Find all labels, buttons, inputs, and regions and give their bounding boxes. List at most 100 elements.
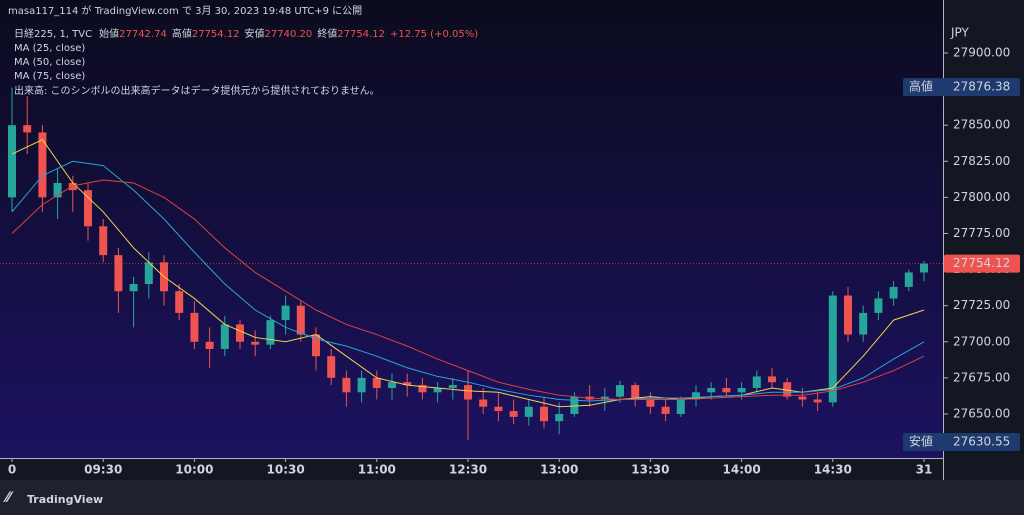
x-tick-label: 14:00 [723, 463, 761, 477]
ohlc-value: 27742.74 [119, 29, 167, 40]
y-tick-label: 27725.00 [953, 298, 1010, 312]
candle-body [99, 226, 108, 256]
candle-body [555, 413, 564, 422]
candle-body [312, 334, 321, 357]
candle-body [190, 312, 199, 342]
legend-entry: MA (25, close) [14, 43, 85, 54]
x-tick-label: 0 [8, 463, 16, 477]
candle-body [646, 399, 655, 407]
price-marker-name: 高値 [909, 79, 933, 94]
symbol: 日経225, 1, TVC [14, 27, 92, 40]
candle-body [251, 341, 260, 345]
candle-body [342, 377, 351, 393]
logo-icon: ⁄⁄ [3, 490, 14, 506]
last-price-tag [944, 254, 1020, 273]
candle-body [129, 284, 138, 292]
legend-entry: MA (50, close) [14, 57, 85, 68]
y-tick-label: 27850.00 [953, 118, 1010, 132]
candle-body [372, 377, 381, 388]
y-tick-label: 27900.00 [953, 45, 1010, 59]
candle-body [236, 324, 245, 342]
candle-body [616, 385, 625, 397]
candle-body [904, 272, 913, 287]
price-marker-value: 27876.38 [953, 80, 1010, 94]
time-axis [0, 458, 943, 480]
last-price-label: 27754.12 [953, 256, 1010, 270]
y-tick-label: 27825.00 [953, 154, 1010, 168]
plot [8, 87, 929, 440]
ohlc-name: 終値 [317, 27, 337, 40]
price-marker-tag [903, 78, 1020, 97]
legend-entry: MA (75, close) [14, 71, 85, 82]
x-tick-label: 13:30 [631, 463, 669, 477]
candle-body [448, 385, 457, 388]
ma-line [11, 160, 925, 402]
candle-body [53, 182, 62, 198]
candle-body [828, 295, 837, 403]
candle-body [661, 406, 670, 414]
candle-body [540, 406, 549, 422]
plot-background [0, 0, 943, 458]
candle-body [692, 392, 701, 400]
candle-body [676, 399, 685, 414]
ohlc-name: 高値 [172, 27, 192, 40]
candle-body [479, 399, 488, 407]
x-tick-label: 14:30 [814, 463, 852, 477]
candle-body [357, 377, 366, 393]
candle-body [84, 190, 93, 227]
ohlc-value: 27754.12 [192, 29, 240, 40]
y-tick-label: 27675.00 [953, 370, 1010, 384]
x-tick-label: 10:00 [175, 463, 213, 477]
y-tick-label: 27800.00 [953, 190, 1010, 204]
candle-body [175, 291, 184, 313]
brand: TradingView [27, 493, 103, 506]
x-tick-label: 10:30 [267, 463, 305, 477]
candle-body [889, 286, 898, 299]
candle-body [296, 305, 305, 335]
candle-body [327, 356, 336, 378]
x-tick-label: 11:00 [358, 463, 396, 477]
candle-body [281, 305, 290, 321]
candle-body [114, 255, 123, 292]
candle-body [433, 387, 442, 393]
candle-body [813, 399, 822, 403]
y-tick-label: 27700.00 [953, 334, 1010, 348]
candle-body [798, 396, 807, 400]
price-marker-value: 27630.55 [953, 435, 1010, 449]
y-tick-label: 27650.00 [953, 406, 1010, 420]
candle-body [464, 385, 473, 400]
x-tick-label: 12:30 [449, 463, 487, 477]
ma-line [11, 138, 925, 408]
x-tick-label: 09:30 [84, 463, 122, 477]
candle-body [737, 387, 746, 393]
ohlc-name: 安値 [245, 27, 265, 40]
ohlc-name: 始値 [99, 27, 119, 40]
candle-body [266, 320, 275, 345]
publish-note: masa117_114 が TradingView.com で 3月 30, 2… [8, 4, 362, 17]
candle-body [418, 385, 427, 393]
ohlc-value: 27754.12 [337, 29, 385, 40]
candle-body [920, 263, 929, 273]
volume-note: 出来高: このシンボルの出来高データはデータ提供元から提供されておりません。 [14, 84, 380, 97]
candle-body [570, 396, 579, 414]
candle-body [68, 182, 77, 191]
candle-body [494, 406, 503, 412]
candle-body [205, 341, 214, 349]
candle-body [23, 125, 32, 133]
ohlc-legend: 日経225, 1, TVC 始値27742.74 高値27754.12 安値27740… [14, 27, 478, 40]
price-marker-tag [903, 433, 1020, 452]
candle-body [600, 396, 609, 400]
candle-body [844, 295, 853, 335]
candle-body [768, 376, 777, 383]
change: +12.75 (+0.05%) [390, 29, 478, 40]
candle-body [707, 387, 716, 393]
candle-body [524, 406, 533, 417]
candle-body [783, 382, 792, 397]
y-tick-label: 27775.00 [953, 226, 1010, 240]
candle-body [220, 324, 229, 349]
candle-body [8, 125, 17, 198]
candle-body [388, 382, 397, 388]
candle-body [859, 312, 868, 335]
candle-body [38, 132, 47, 198]
